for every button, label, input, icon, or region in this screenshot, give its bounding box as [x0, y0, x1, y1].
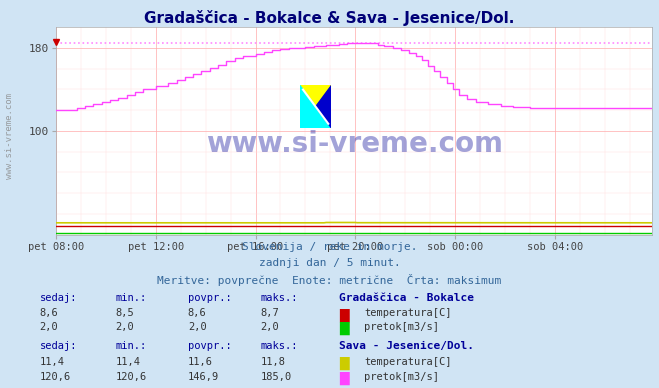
Text: 8,7: 8,7: [260, 308, 279, 319]
Text: 2,0: 2,0: [40, 322, 58, 332]
Text: █: █: [339, 308, 349, 322]
Text: 8,6: 8,6: [40, 308, 58, 319]
Text: █: █: [339, 372, 349, 385]
Text: povpr.:: povpr.:: [188, 341, 231, 352]
Polygon shape: [300, 85, 331, 128]
Text: 11,6: 11,6: [188, 357, 213, 367]
Text: █: █: [339, 322, 349, 335]
Text: Meritve: povprečne  Enote: metrične  Črta: maksimum: Meritve: povprečne Enote: metrične Črta:…: [158, 274, 501, 286]
Text: pretok[m3/s]: pretok[m3/s]: [364, 372, 440, 382]
Text: █: █: [339, 357, 349, 370]
Text: min.:: min.:: [115, 341, 146, 352]
Polygon shape: [316, 85, 331, 128]
Text: 11,4: 11,4: [40, 357, 65, 367]
Text: 120,6: 120,6: [40, 372, 71, 382]
Text: 11,8: 11,8: [260, 357, 285, 367]
Text: Gradaščica - Bokalce & Sava - Jesenice/Dol.: Gradaščica - Bokalce & Sava - Jesenice/D…: [144, 10, 515, 26]
Text: sedaj:: sedaj:: [40, 293, 77, 303]
Text: Gradaščica - Bokalce: Gradaščica - Bokalce: [339, 293, 474, 303]
Text: 146,9: 146,9: [188, 372, 219, 382]
Text: 8,6: 8,6: [188, 308, 206, 319]
Text: temperatura[C]: temperatura[C]: [364, 357, 452, 367]
Text: www.si-vreme.com: www.si-vreme.com: [5, 93, 14, 179]
Text: 2,0: 2,0: [260, 322, 279, 332]
Text: 8,5: 8,5: [115, 308, 134, 319]
Text: povpr.:: povpr.:: [188, 293, 231, 303]
Text: min.:: min.:: [115, 293, 146, 303]
Text: www.si-vreme.com: www.si-vreme.com: [206, 130, 503, 158]
Text: maks.:: maks.:: [260, 293, 298, 303]
Text: Slovenija / reke in morje.: Slovenija / reke in morje.: [242, 242, 417, 253]
Text: maks.:: maks.:: [260, 341, 298, 352]
Polygon shape: [300, 85, 331, 128]
Text: temperatura[C]: temperatura[C]: [364, 308, 452, 319]
Text: 185,0: 185,0: [260, 372, 291, 382]
Text: pretok[m3/s]: pretok[m3/s]: [364, 322, 440, 332]
Text: zadnji dan / 5 minut.: zadnji dan / 5 minut.: [258, 258, 401, 268]
Text: 11,4: 11,4: [115, 357, 140, 367]
Text: 2,0: 2,0: [115, 322, 134, 332]
Text: sedaj:: sedaj:: [40, 341, 77, 352]
Text: 2,0: 2,0: [188, 322, 206, 332]
Text: Sava - Jesenice/Dol.: Sava - Jesenice/Dol.: [339, 341, 474, 352]
Text: 120,6: 120,6: [115, 372, 146, 382]
